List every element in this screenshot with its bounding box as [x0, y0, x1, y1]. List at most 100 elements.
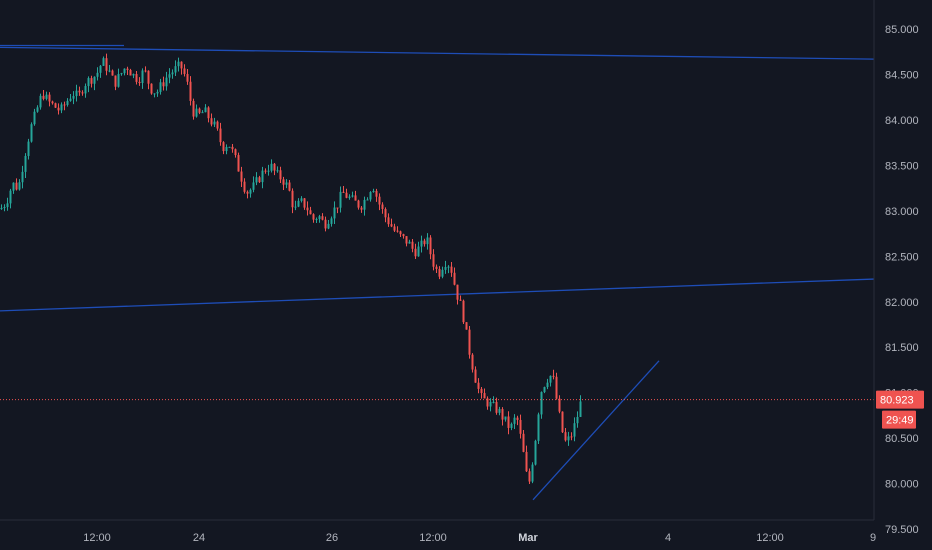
- candle-body: [222, 142, 225, 152]
- candle-body: [333, 207, 336, 219]
- candle: [120, 72, 123, 76]
- candle-body: [567, 436, 570, 441]
- trendlines-layer[interactable]: [0, 44, 875, 501]
- candle: [96, 67, 99, 81]
- candle: [468, 326, 471, 359]
- trendline[interactable]: [0, 46, 875, 60]
- candle: [237, 152, 240, 172]
- candle: [228, 146, 231, 148]
- candle-body: [3, 207, 6, 209]
- candle-body: [468, 329, 471, 355]
- candle: [135, 70, 138, 85]
- candle-body: [87, 78, 90, 87]
- price-axis[interactable]: [874, 0, 932, 550]
- candle: [363, 196, 366, 216]
- candle-body: [417, 246, 420, 257]
- candle-body: [504, 416, 507, 420]
- candle: [348, 194, 351, 200]
- candle: [123, 68, 126, 76]
- price-tick-label: 80.500: [885, 433, 919, 445]
- candle-body: [159, 82, 162, 92]
- candle: [210, 113, 213, 127]
- candle-body: [51, 101, 54, 104]
- candle-body: [186, 74, 189, 82]
- candle: [396, 226, 399, 233]
- trendline[interactable]: [532, 360, 660, 501]
- candle-body: [342, 191, 345, 193]
- candle-body: [306, 207, 309, 211]
- candle-body: [522, 433, 525, 452]
- time-axis-ticks: 12:00 24 26 12:00 Mar 4 12:00 9: [83, 532, 876, 544]
- candle: [474, 366, 477, 383]
- candle: [132, 73, 135, 79]
- candle: [528, 468, 531, 484]
- candle: [378, 193, 381, 211]
- candle-body: [75, 90, 78, 97]
- candle-body: [348, 196, 351, 198]
- candle-body: [126, 68, 129, 70]
- candle-body: [519, 419, 522, 434]
- candle: [438, 266, 441, 280]
- candle-body: [189, 81, 192, 101]
- candle-body: [483, 393, 486, 399]
- candle: [312, 213, 315, 223]
- candle: [222, 141, 225, 155]
- candle-body: [246, 191, 249, 194]
- candle: [267, 164, 270, 176]
- candle-body: [150, 83, 153, 94]
- candle-body: [171, 72, 174, 75]
- time-axis[interactable]: [0, 520, 932, 550]
- candle: [108, 65, 111, 73]
- candle: [3, 204, 6, 212]
- candle-body: [450, 266, 453, 273]
- candle-body: [471, 354, 474, 370]
- candle: [144, 66, 147, 73]
- time-tick-label: 12:00: [419, 532, 447, 544]
- candle: [78, 86, 81, 96]
- candle-body: [405, 236, 408, 244]
- candle: [162, 76, 165, 91]
- candle: [531, 462, 534, 484]
- candle-body: [36, 107, 39, 112]
- candle: [48, 92, 51, 107]
- current-price-label: 80.923: [880, 395, 914, 407]
- candle: [516, 415, 519, 426]
- candle: [204, 104, 207, 113]
- candle: [390, 218, 393, 228]
- candle: [117, 68, 120, 88]
- candle-body: [447, 266, 450, 268]
- candle-body: [192, 100, 195, 117]
- candles-layer: [0, 53, 582, 484]
- candle-body: [561, 411, 564, 433]
- candle-body: [387, 217, 390, 225]
- candle-body: [240, 171, 243, 182]
- candle: [66, 98, 69, 107]
- candle-body: [402, 234, 405, 237]
- trendline[interactable]: [0, 278, 875, 312]
- candle-body: [9, 190, 12, 204]
- candle-body: [531, 464, 534, 482]
- candle: [450, 262, 453, 277]
- candle: [495, 397, 498, 415]
- candle: [318, 214, 321, 223]
- candle-body: [180, 61, 183, 69]
- candle-body: [114, 75, 117, 87]
- candle: [165, 71, 168, 91]
- candle-body: [537, 414, 540, 441]
- candle-body: [144, 70, 147, 72]
- candle: [231, 143, 234, 153]
- price-axis-ticks: 85.000 84.500 84.000 83.500 83.000 82.500 82.0…: [885, 24, 919, 536]
- candle-body: [543, 387, 546, 393]
- countdown-badge: [882, 410, 916, 429]
- candle-body: [102, 58, 105, 66]
- candle: [171, 69, 174, 79]
- candle: [321, 213, 324, 221]
- candle-body: [174, 66, 177, 73]
- candle: [288, 180, 291, 192]
- candle: [69, 93, 72, 102]
- candle-body: [390, 224, 393, 227]
- candle: [429, 235, 432, 260]
- candle-body: [462, 300, 465, 323]
- candle: [189, 76, 192, 106]
